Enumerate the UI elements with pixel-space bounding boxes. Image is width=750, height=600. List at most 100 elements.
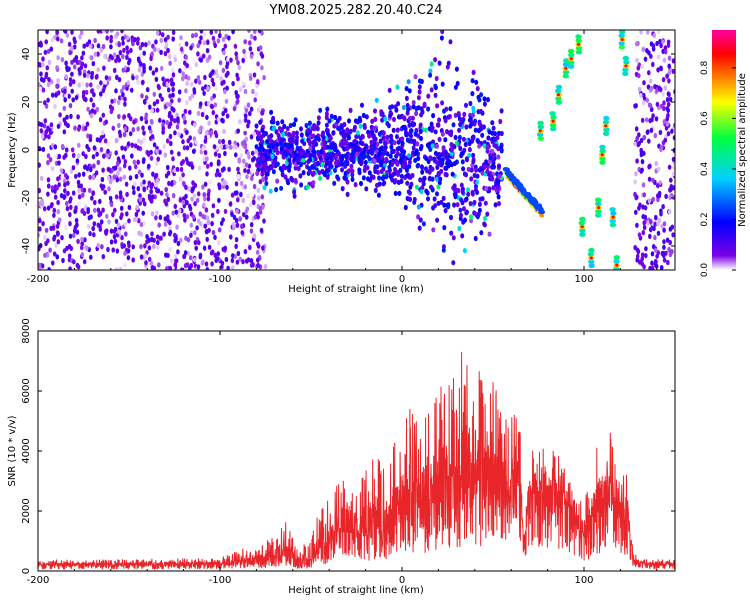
spectrogram-cell (634, 171, 638, 177)
spectrogram-cell (450, 171, 455, 177)
spectrogram-cell (225, 113, 230, 119)
spectrogram-x-ticks: -200 -100 0 100 (27, 30, 658, 285)
spectrogram-cell (171, 72, 176, 78)
spectrogram-cell (167, 54, 172, 60)
spectrogram-cell (242, 158, 246, 164)
spectrogram-cell (167, 123, 172, 129)
spectrogram-cell (371, 133, 376, 139)
spectrogram-cell (255, 135, 260, 141)
spectrogram-cell (81, 93, 86, 99)
spectrogram-cell (420, 169, 425, 175)
spectrogram-cell (549, 111, 556, 116)
spectrogram-cell (152, 237, 156, 243)
spectrogram-cell (214, 172, 219, 178)
spectrogram-cell (318, 175, 323, 181)
spectrogram-cell (347, 118, 351, 124)
spectrogram-cell (57, 160, 61, 166)
y-tick-label: 8000 (21, 318, 32, 343)
spectrogram-cell (662, 119, 667, 125)
spectrogram-cell (488, 155, 493, 161)
spectrogram-cell (249, 134, 254, 140)
spectrogram-cell (259, 227, 264, 233)
spectrogram-cell (255, 162, 260, 168)
spectrogram-cell (202, 245, 207, 251)
x-tick-label: 0 (399, 575, 405, 586)
spectrogram-cell (256, 262, 260, 268)
spectrogram-cell (389, 139, 394, 145)
spectrogram-cell (415, 141, 420, 147)
spectrogram-cell (149, 55, 153, 62)
spectrogram-cell (102, 65, 106, 71)
spectrogram-cell (345, 191, 350, 197)
spectrogram-cell (71, 190, 76, 196)
spectrogram-cell (656, 197, 660, 203)
spectrogram-cell (388, 153, 393, 159)
spectrogram-cell (163, 152, 168, 158)
spectrogram-cell (280, 119, 285, 125)
spectrogram-cell (279, 185, 284, 191)
spectrogram-cell (649, 127, 654, 133)
spectrogram-cell (77, 142, 81, 148)
spectrogram-cell (260, 194, 265, 200)
spectrogram-cell (213, 252, 218, 258)
spectrogram-cell (668, 239, 672, 246)
spectrogram-cell (663, 45, 668, 51)
spectrogram-cell (91, 174, 96, 181)
spectrogram-cell (209, 161, 213, 167)
spectrogram-cell (238, 147, 242, 153)
spectrogram-cell (68, 266, 72, 270)
spectrogram-cell (411, 145, 416, 151)
spectrogram-cell (46, 48, 51, 54)
spectrogram-cell (477, 143, 482, 149)
spectrogram-cell (355, 151, 360, 157)
spectrogram-cell (116, 99, 121, 105)
spectrogram-cell (48, 157, 53, 163)
spectrogram-cell (182, 212, 187, 219)
spectrogram-cell (432, 156, 437, 162)
spectrogram-cell (176, 116, 180, 122)
spectrogram-cell (433, 150, 438, 156)
spectrogram-cell (384, 156, 389, 163)
spectrogram-cell (275, 120, 280, 126)
spectrogram-cell (103, 138, 108, 144)
spectrogram-cell (96, 84, 100, 90)
spectrogram-cell (335, 118, 340, 124)
spectrogram-cell (95, 137, 100, 143)
spectrogram-cell (238, 119, 242, 125)
spectrogram-cell (671, 194, 675, 200)
spectrogram-cell (106, 153, 110, 159)
spectrogram-cell (251, 88, 255, 95)
spectrogram-cell (128, 131, 133, 137)
spectrogram-cell (97, 212, 101, 218)
spectrogram-cell (312, 152, 317, 159)
spectrogram-cell (661, 204, 665, 210)
spectrogram-cell (308, 152, 313, 159)
spectrogram-cell (495, 184, 500, 190)
spectrogram-cell (68, 233, 73, 239)
spectrogram-cell (130, 153, 134, 159)
spectrogram-cell (662, 239, 666, 245)
spectrogram-cell (456, 187, 461, 194)
spectrogram-cell (101, 43, 106, 50)
spectrogram-cell (55, 30, 59, 35)
spectrogram-cell (477, 201, 482, 207)
spectrogram-cell (575, 49, 583, 55)
spectrogram-cell (42, 77, 46, 83)
spectrogram-cell (212, 144, 217, 150)
spectrogram-cell (490, 130, 495, 136)
spectrogram-cell (381, 150, 386, 156)
spectrogram-cell (663, 137, 668, 143)
spectrogram-cell (171, 81, 175, 87)
spectrogram-cell (666, 91, 671, 97)
spectrogram-cell (305, 148, 310, 154)
spectrogram-cell (372, 158, 377, 164)
spectrogram-cell (649, 41, 654, 47)
spectrogram-cell (62, 105, 67, 111)
spectrogram-cell (499, 148, 504, 154)
spectrogram-cell (108, 179, 113, 185)
spectrogram-cell (408, 184, 413, 190)
spectrogram-cell (220, 264, 224, 270)
spectrogram-cell (639, 92, 643, 99)
spectrogram-cell (211, 229, 216, 236)
spectrogram-cell (452, 183, 457, 189)
